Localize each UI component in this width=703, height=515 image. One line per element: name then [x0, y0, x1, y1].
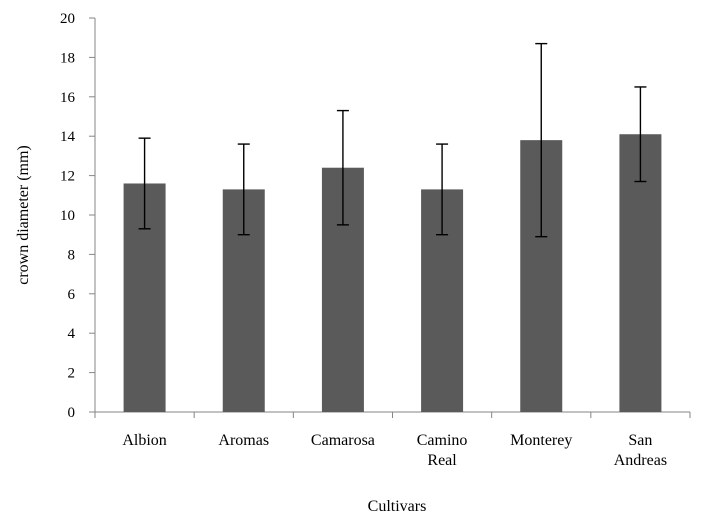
y-tick-label: 14 [60, 129, 76, 145]
category-label: Camarosa [311, 432, 375, 449]
y-tick-label: 18 [60, 50, 75, 66]
y-tick-label: 8 [68, 247, 76, 263]
category-labels: Albion Aromas Camarosa Camino Real Monterey Sa… [122, 432, 667, 469]
bars [123, 134, 662, 413]
y-tick-label: 2 [68, 366, 76, 382]
category-label: San Andreas [614, 432, 667, 469]
category-label: Monterey [510, 432, 572, 449]
y-tick-label: 6 [68, 287, 76, 303]
y-axis-title: crown diameter (mm) [15, 145, 32, 285]
y-tick-label: 10 [60, 208, 75, 224]
x-axis [94, 411, 691, 418]
error-bars [138, 42, 647, 238]
category-label: Albion [122, 432, 166, 449]
y-tick-label: 4 [68, 326, 76, 342]
category-label: Aromas [218, 432, 269, 449]
x-axis-title: Cultivars [368, 498, 427, 515]
y-tick-label: 16 [60, 90, 76, 106]
y-tick-label: 20 [60, 11, 75, 27]
category-label: Camino Real [417, 432, 468, 469]
y-tick-label: 0 [68, 405, 76, 421]
y-tick-label: 12 [60, 169, 75, 185]
y-axis: 0 2 4 6 8 10 12 14 16 18 20 [60, 11, 96, 421]
